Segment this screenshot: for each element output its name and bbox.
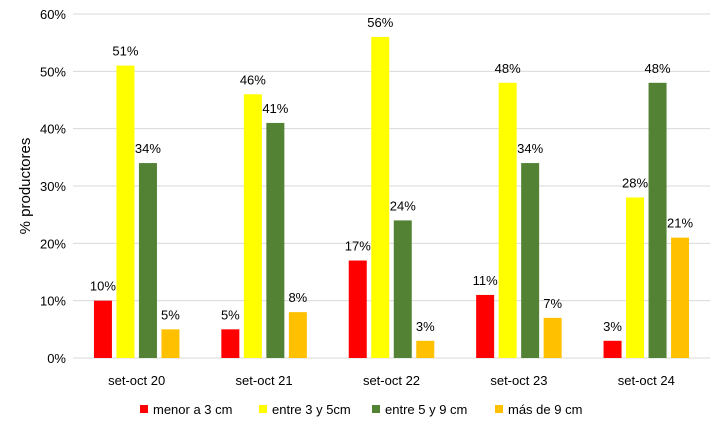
legend-swatch: [140, 405, 148, 413]
data-label: 5%: [221, 307, 240, 322]
bar: [221, 329, 240, 358]
data-label: 11%: [473, 273, 498, 288]
y-tick-label: 50%: [40, 64, 66, 79]
x-axis-ticks: set-oct 20 set-oct 21 set-oct 22 set-oct 23…: [108, 373, 675, 388]
data-label: 21%: [667, 216, 693, 231]
y-tick-label: 0%: [47, 351, 66, 366]
data-label: 3%: [603, 319, 622, 334]
legend-label: entre 5 y 9 cm: [385, 402, 467, 417]
x-tick-label: set-oct 24: [618, 373, 675, 388]
data-label: 41%: [262, 101, 288, 116]
y-tick-label: 20%: [40, 236, 66, 251]
y-tick-label: 40%: [40, 122, 66, 137]
y-tick-label: 10%: [40, 294, 66, 309]
x-tick-label: set-oct 21: [236, 373, 293, 388]
bar: [288, 312, 307, 358]
data-label: 48%: [495, 61, 521, 76]
legend-swatch: [495, 405, 503, 413]
bar: [371, 36, 390, 358]
x-tick-label: set-oct 20: [108, 373, 165, 388]
legend-swatch: [259, 405, 267, 413]
x-tick-label: set-oct 22: [363, 373, 420, 388]
data-label: 17%: [345, 239, 371, 254]
bar: [543, 317, 562, 358]
y-axis-label: % productores: [17, 138, 34, 235]
legend-label: entre 3 y 5cm: [272, 402, 351, 417]
data-label: 28%: [622, 175, 648, 190]
data-label: 34%: [517, 141, 543, 156]
bar: [116, 65, 135, 358]
data-labels: 10% 51% 34% 5% 5% 46% 41% 8% 17% 56% 24% 3% 11% 48% 34…: [90, 15, 694, 334]
bar: [626, 197, 645, 358]
y-axis-ticks: 0% 10% 20% 30% 40% 50% 60%: [40, 7, 66, 366]
bars: [93, 36, 690, 359]
bar: [476, 294, 495, 358]
bar: [93, 300, 112, 358]
legend: menor a 3 cm entre 3 y 5cm entre 5 y 9 cm m…: [140, 402, 582, 417]
bar: [498, 82, 517, 359]
data-label: 48%: [645, 61, 671, 76]
gridlines: [73, 13, 710, 359]
bar: [648, 82, 667, 359]
bar: [671, 237, 690, 358]
data-label: 7%: [543, 296, 562, 311]
legend-label: más de 9 cm: [508, 402, 582, 417]
legend-label: menor a 3 cm: [153, 402, 232, 417]
bar: [393, 220, 412, 358]
bar: [521, 163, 540, 358]
data-label: 56%: [367, 15, 393, 30]
data-label: 10%: [90, 279, 116, 294]
bar: [348, 260, 367, 358]
data-label: 51%: [112, 44, 138, 59]
y-tick-label: 60%: [40, 7, 66, 22]
data-label: 34%: [135, 141, 161, 156]
bar: [243, 94, 262, 359]
bar: [138, 163, 157, 358]
data-label: 24%: [390, 198, 416, 213]
data-label: 3%: [416, 319, 435, 334]
bar: [161, 329, 180, 358]
data-label: 5%: [161, 307, 180, 322]
bar: [603, 340, 622, 358]
data-label: 46%: [240, 72, 266, 87]
bar: [416, 340, 435, 358]
data-label: 8%: [288, 290, 307, 305]
legend-swatch: [372, 405, 380, 413]
bar: [266, 122, 285, 358]
y-tick-label: 30%: [40, 179, 66, 194]
x-tick-label: set-oct 23: [490, 373, 547, 388]
